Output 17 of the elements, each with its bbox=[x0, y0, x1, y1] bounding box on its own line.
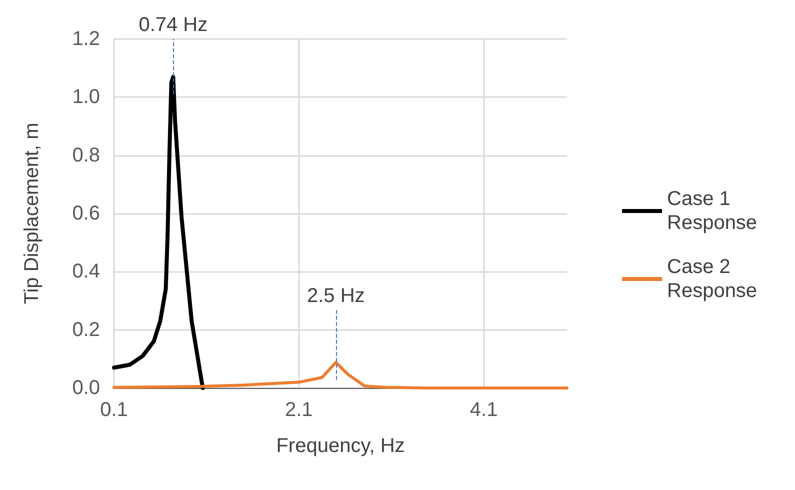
annotation: 0.74 Hz bbox=[138, 14, 208, 36]
y-axis-title: Tip Displacement, m bbox=[21, 122, 43, 304]
y-tick-label: 1.0 bbox=[72, 86, 100, 108]
x-axis-title: Frequency, Hz bbox=[276, 435, 405, 457]
annotation: 2.5 Hz bbox=[306, 285, 365, 308]
y-tick-label: 0.2 bbox=[72, 318, 100, 341]
line-series bbox=[112, 74, 205, 390]
x-tick-label: 4.1 bbox=[470, 399, 498, 421]
x-tick-label: 0.1 bbox=[100, 399, 128, 421]
legend-label: Case 1 Response bbox=[667, 188, 758, 234]
x-tick-label: 2.1 bbox=[284, 399, 313, 421]
y-tick-label: 0.8 bbox=[72, 144, 100, 166]
y-tick-label: 1.2 bbox=[72, 28, 100, 50]
y-tick-label: 0.0 bbox=[72, 377, 100, 399]
y-tick-label: 0.6 bbox=[72, 202, 100, 224]
y-tick-label: 0.4 bbox=[72, 260, 100, 283]
legend-label: Case 2 Response bbox=[667, 256, 758, 302]
